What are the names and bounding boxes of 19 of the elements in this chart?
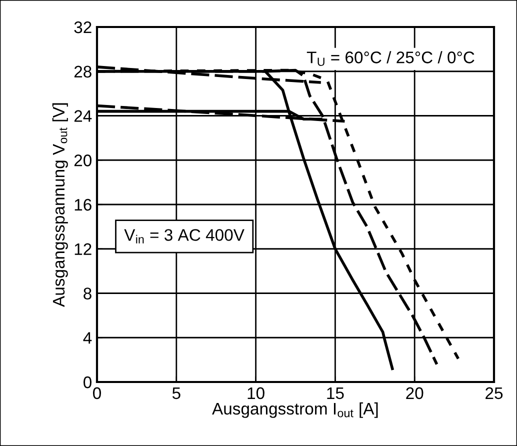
x-tick-label: 25 — [486, 387, 503, 400]
y-tick-label: 20 — [74, 154, 92, 166]
x-tick-label: 10 — [248, 387, 264, 400]
x-axis-title: Ausgangsstrom I$_{out}$ [A] — [212, 402, 378, 418]
x-tick-label: 15 — [327, 387, 344, 400]
y-tick-label: 8 — [84, 288, 92, 300]
x-tick-label: 20 — [406, 387, 424, 400]
y-axis-title: Ausgangsspannung V$_{out}$ [V] — [52, 103, 68, 307]
annotation: V$_{in}$ = 3 AC 400V — [124, 229, 244, 244]
y-tick-label: 4 — [83, 332, 92, 344]
y-tick-label: 28 — [74, 66, 92, 78]
x-tick-label: 0 — [93, 387, 101, 400]
annotation: T$_{U}$ = 60°C / 25°C / 0°C — [306, 51, 474, 66]
y-tick-label: 16 — [74, 198, 92, 211]
y-tick-label: 32 — [74, 21, 92, 34]
y-tick-label: 0 — [84, 376, 92, 388]
y-tick-label: 24 — [74, 110, 92, 122]
x-tick-label: 5 — [172, 387, 180, 400]
y-tick-label: 12 — [74, 243, 92, 255]
